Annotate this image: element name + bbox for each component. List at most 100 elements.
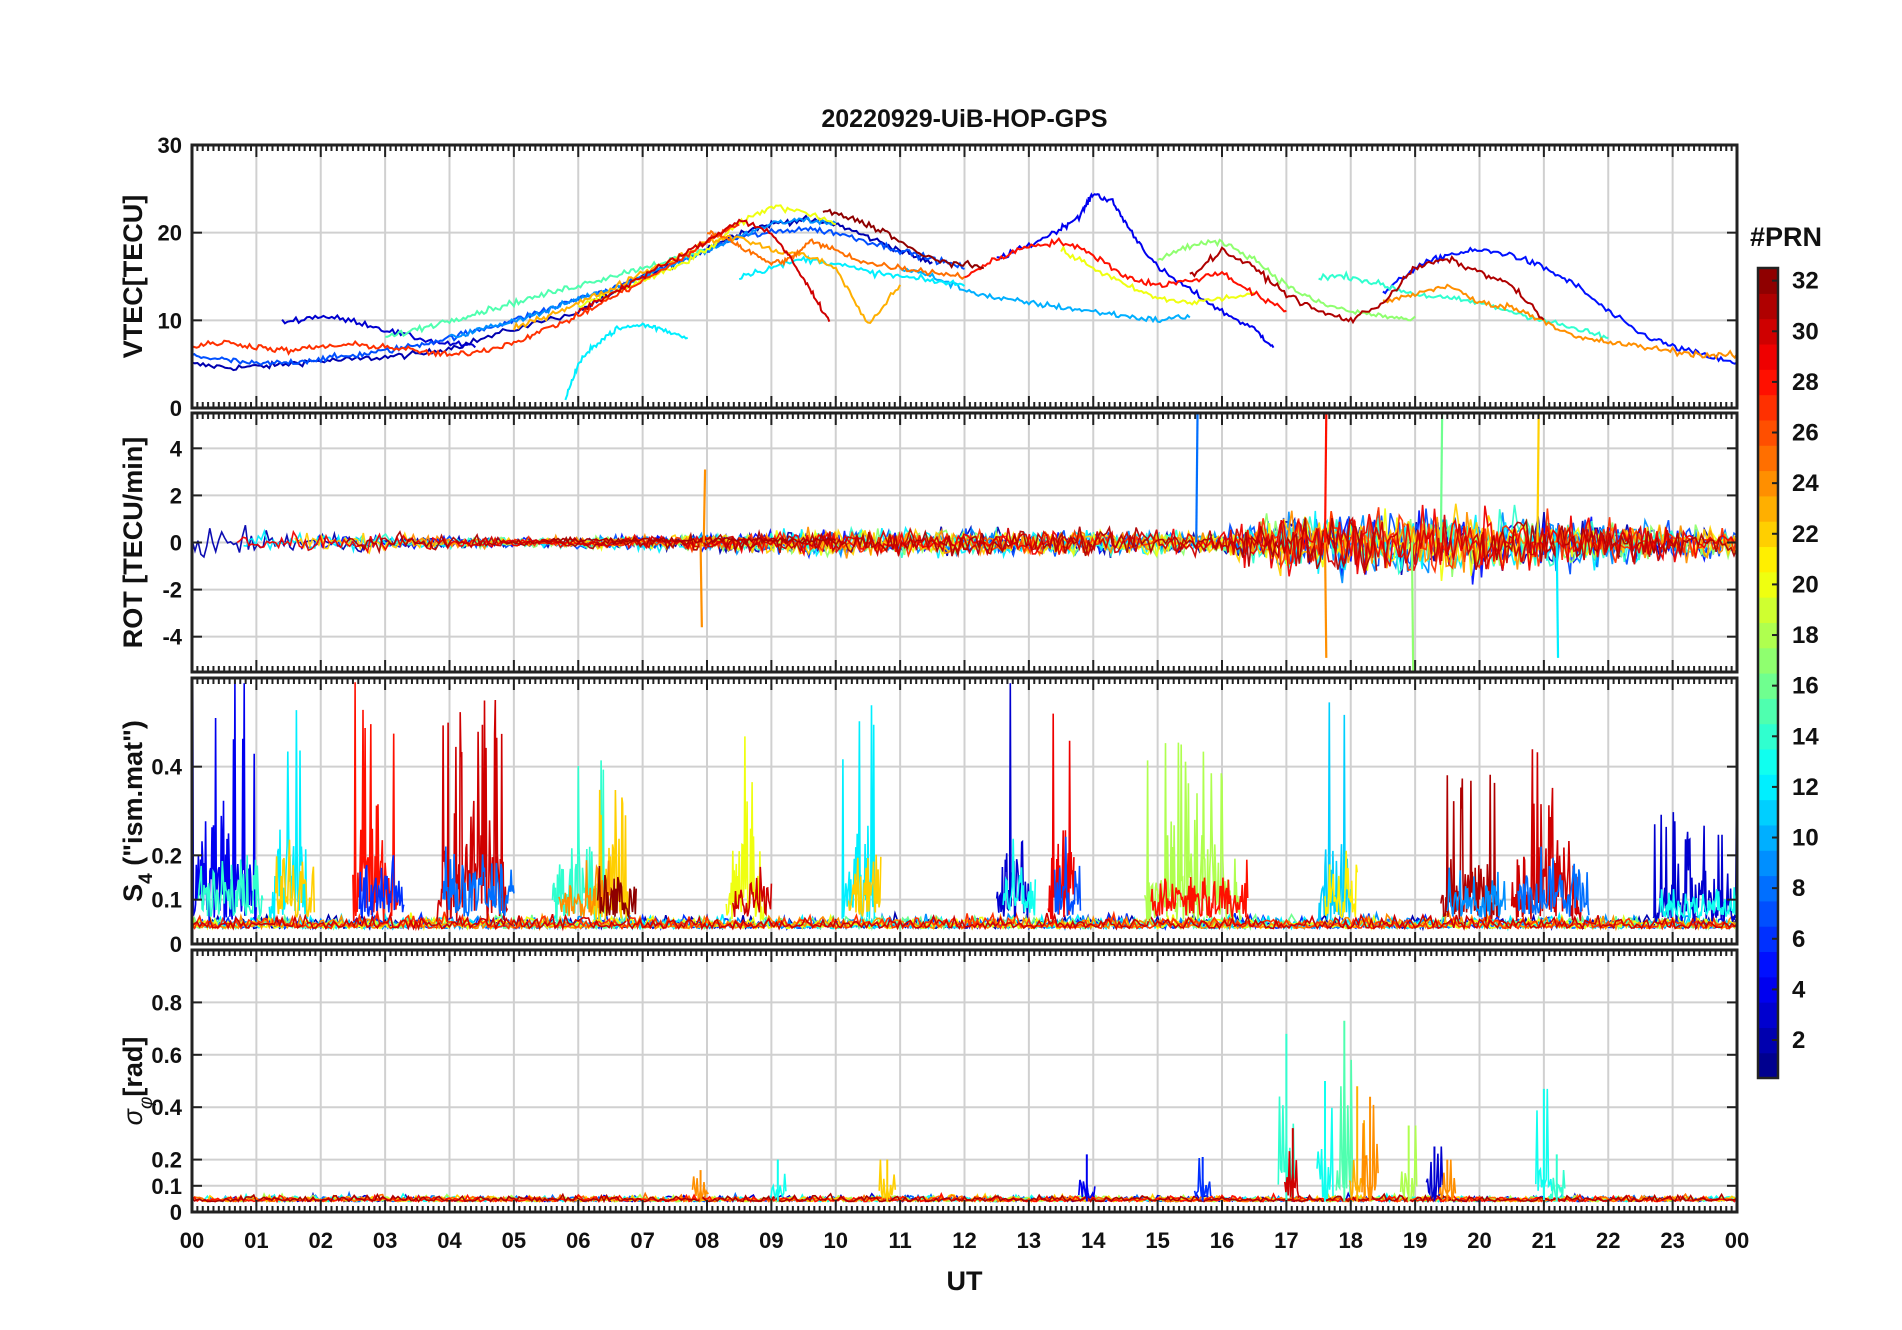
y-label-sub: 4 [136, 873, 157, 884]
s4-base-prn-27 [192, 909, 1737, 932]
y-label-sub: φ [136, 1097, 157, 1109]
y-tick-label: 2 [170, 483, 182, 508]
colorbar-segment [1758, 900, 1778, 927]
colorbar-segment [1758, 1027, 1778, 1054]
x-tick-label: 19 [1403, 1228, 1427, 1253]
colorbar-segment [1758, 875, 1778, 902]
x-tick-label: 00 [180, 1228, 204, 1253]
x-tick-label: 21 [1532, 1228, 1556, 1253]
y-tick-label: 0.1 [151, 1174, 182, 1199]
colorbar-segment [1758, 495, 1778, 522]
s4-burst-prn-11 [1317, 702, 1352, 922]
vtec-line-prn-17 [1157, 238, 1416, 322]
y-tick-label: 0 [170, 396, 182, 421]
y-axis-label: σφ[rad] [118, 1037, 157, 1126]
colorbar-segment [1758, 799, 1778, 826]
s4-companion-prn-30 [732, 866, 773, 917]
y-label-main: S [118, 884, 148, 902]
rot-spike [1195, 413, 1199, 543]
s4-companion-prn-14 [197, 855, 264, 917]
colorbar-tick-label: 10 [1792, 825, 1819, 852]
colorbar-segment [1758, 951, 1778, 978]
s4-companion-prn-28 [1150, 859, 1249, 919]
colorbar-tick-label: 22 [1792, 521, 1819, 548]
colorbar-title: #PRN [1750, 222, 1822, 252]
x-tick-label: 09 [759, 1228, 783, 1253]
vtec-line-prn-3 [281, 313, 476, 349]
chart-title: 20220929-UiB-HOP-GPS [821, 105, 1107, 133]
x-tick-label: 04 [437, 1228, 462, 1253]
s4-companion-prn-22 [274, 839, 316, 918]
colorbar-tick-label: 28 [1792, 369, 1819, 396]
vtec-line-prn-4 [996, 192, 1275, 349]
colorbar-tick-label: 30 [1792, 318, 1819, 345]
colorbar-segment [1758, 521, 1778, 548]
panel-rot: -4 -2 0 2 4 ROT [TECU/min] [118, 411, 1739, 674]
y-axis-label: ROT [TECU/min] [118, 437, 148, 648]
rot-spike [1410, 542, 1415, 672]
colorbar-segment [1758, 369, 1778, 396]
s4-base-prn-30 [192, 911, 1737, 932]
colorbar-segment [1758, 774, 1778, 801]
grid [192, 145, 1737, 408]
rot-spike [1323, 413, 1328, 543]
colorbar-segment [1758, 445, 1778, 472]
y-tick-label: 30 [158, 133, 182, 158]
vtec-line-prn-28 [964, 237, 1287, 313]
vtec-line-prn-7 [192, 225, 965, 366]
y-tick-label: 10 [158, 308, 182, 333]
vtec-line-prn-27 [192, 223, 740, 358]
s4-companion-prn-22 [847, 854, 882, 917]
y-tick-label: -4 [162, 625, 182, 650]
s4-companion-prn-7 [1053, 836, 1082, 916]
rot-spike [702, 469, 707, 543]
vtec-line-prn-25 [706, 229, 966, 280]
colorbar-segment [1758, 1002, 1778, 1028]
y-tick-label: 0.2 [151, 1148, 182, 1173]
colorbar-segment [1758, 673, 1778, 699]
colorbar-tick-label: 4 [1792, 976, 1806, 1003]
colorbar-frame [1756, 266, 1780, 1080]
colorbar-segment [1758, 293, 1778, 320]
colorbar-segment [1758, 571, 1778, 598]
vtec-line-prn-20 [1060, 244, 1255, 306]
vtec-line-prn-15 [385, 248, 708, 338]
y-tick-label: 0.8 [151, 990, 182, 1015]
y-label-rest: ("ism.mat") [118, 720, 148, 873]
x-tick-label: 10 [824, 1228, 848, 1253]
colorbar-segment [1758, 268, 1778, 294]
x-tick-label: 07 [630, 1228, 654, 1253]
s4-companion-prn-8 [1517, 846, 1590, 917]
vtec-line-prn-5 [1382, 246, 1737, 365]
rot-spike [1323, 542, 1328, 658]
vtec-line-prn-24 [1382, 283, 1737, 360]
vtec-line-prn-30 [577, 218, 831, 323]
colorbar-tick-label: 14 [1792, 723, 1819, 750]
x-tick-label: 03 [373, 1228, 397, 1253]
s4-companion-prn-8 [442, 846, 515, 917]
colorbar-segment [1758, 748, 1778, 775]
x-tick-label: 16 [1210, 1228, 1234, 1253]
sigma-base-prn-25 [192, 1191, 1737, 1203]
y-axis-label: VTEC[TECU] [118, 195, 148, 359]
colorbar-tick-label: 12 [1792, 774, 1819, 801]
x-tick-label: 00 [1725, 1228, 1749, 1253]
s4-companion-prn-13 [1002, 838, 1037, 916]
x-tick-label: 06 [566, 1228, 590, 1253]
vtec-line-prn-31 [1189, 246, 1545, 325]
colorbar-segment [1758, 622, 1778, 649]
panel-sigma_phi: 00.10.2 0.4 0.6 0.8 σφ[rad] [118, 948, 1739, 1225]
x-tick-label: 18 [1339, 1228, 1363, 1253]
s4-companion-prn-21 [1324, 850, 1358, 919]
x-tick-label: 17 [1274, 1228, 1298, 1253]
y-tick-label: 0.4 [151, 1095, 182, 1120]
y-label-rest: [rad] [118, 1037, 148, 1097]
colorbar-segment [1758, 419, 1778, 446]
rot-line-prn-27 [513, 527, 1159, 558]
colorbar-tick-label: 16 [1792, 673, 1819, 700]
rot-line-prn-30 [455, 514, 1680, 574]
s4-burst-prn-30 [435, 699, 509, 922]
